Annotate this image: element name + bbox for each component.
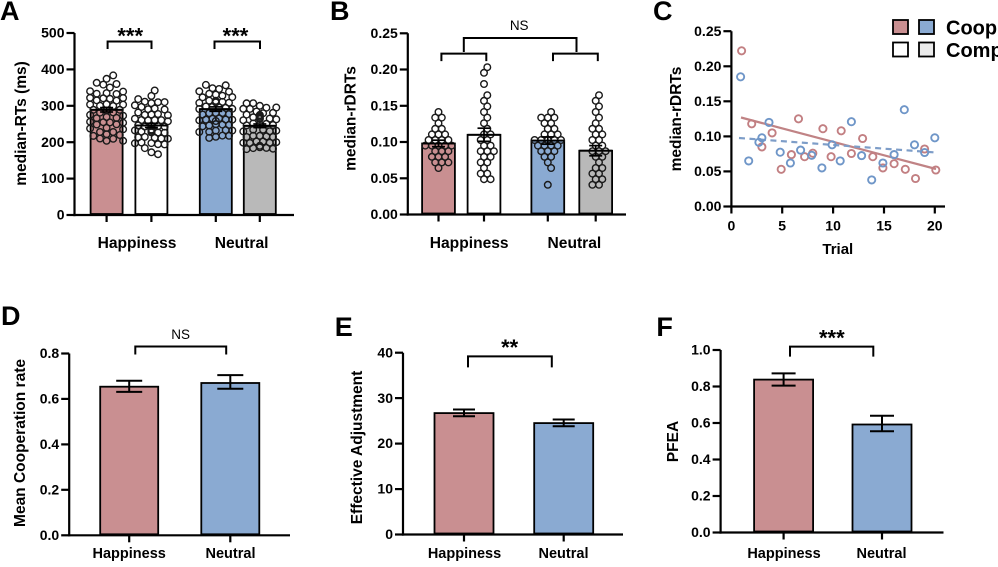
svg-text:Neutral: Neutral: [857, 546, 907, 562]
svg-text:A: A: [0, 0, 20, 26]
svg-text:Happiness: Happiness: [430, 235, 509, 252]
svg-text:0.6: 0.6: [691, 415, 711, 431]
svg-text:median-rDRTs: median-rDRTs: [668, 67, 685, 172]
svg-text:Neutral: Neutral: [539, 546, 589, 562]
svg-text:Trial: Trial: [822, 241, 853, 258]
svg-text:Happiness: Happiness: [747, 546, 820, 562]
svg-text:0.20: 0.20: [694, 58, 721, 74]
svg-text:0: 0: [57, 207, 65, 223]
svg-text:0.05: 0.05: [694, 163, 721, 179]
svg-text:***: ***: [117, 23, 143, 48]
svg-text:median-RTs (ms): median-RTs (ms): [13, 61, 30, 186]
svg-text:Coop: Coop: [946, 18, 997, 40]
svg-text:median-rDRTs: median-rDRTs: [343, 66, 360, 171]
svg-text:300: 300: [41, 97, 65, 113]
svg-text:F: F: [656, 312, 673, 342]
svg-text:Happiness: Happiness: [98, 235, 177, 252]
svg-text:10: 10: [377, 481, 393, 497]
svg-text:Happiness: Happiness: [428, 546, 501, 562]
svg-text:15: 15: [876, 218, 892, 234]
svg-text:0.00: 0.00: [371, 206, 398, 222]
svg-text:10: 10: [825, 218, 841, 234]
svg-text:NS: NS: [171, 327, 190, 342]
svg-text:B: B: [330, 0, 350, 26]
svg-text:0.00: 0.00: [694, 198, 721, 214]
svg-text:Happiness: Happiness: [93, 546, 166, 562]
svg-text:20: 20: [927, 218, 943, 234]
svg-text:0.8: 0.8: [691, 378, 711, 394]
svg-text:***: ***: [223, 23, 249, 48]
svg-text:Effective Adjustment: Effective Adjustment: [349, 371, 366, 525]
svg-text:0.2: 0.2: [691, 488, 711, 504]
svg-text:***: ***: [819, 326, 845, 351]
svg-text:0.05: 0.05: [371, 170, 398, 186]
svg-text:D: D: [1, 301, 21, 331]
svg-text:0.10: 0.10: [694, 128, 721, 144]
svg-text:Neutral: Neutral: [206, 546, 256, 562]
svg-text:0.15: 0.15: [371, 97, 398, 113]
svg-text:0.25: 0.25: [371, 25, 398, 41]
svg-text:0.2: 0.2: [40, 481, 60, 497]
svg-text:200: 200: [41, 134, 65, 150]
svg-text:20: 20: [377, 435, 393, 451]
svg-text:0.0: 0.0: [691, 524, 711, 540]
svg-text:30: 30: [377, 390, 393, 406]
svg-text:Neutral: Neutral: [548, 235, 602, 252]
svg-text:C: C: [653, 0, 673, 26]
svg-text:E: E: [335, 312, 353, 342]
svg-text:0.4: 0.4: [691, 451, 711, 467]
svg-text:0.6: 0.6: [40, 391, 60, 407]
svg-text:5: 5: [778, 218, 786, 234]
svg-text:0: 0: [385, 526, 393, 542]
svg-text:0.4: 0.4: [40, 436, 60, 452]
svg-text:Neutral: Neutral: [215, 235, 269, 252]
svg-text:Comp: Comp: [946, 40, 998, 62]
svg-text:0.10: 0.10: [371, 134, 398, 150]
svg-text:100: 100: [41, 170, 65, 186]
svg-text:0.25: 0.25: [694, 23, 721, 39]
svg-text:1.0: 1.0: [691, 342, 711, 358]
svg-text:PFEA: PFEA: [665, 421, 682, 462]
svg-text:0.15: 0.15: [694, 93, 721, 109]
svg-text:Mean Cooperation rate: Mean Cooperation rate: [12, 359, 29, 527]
svg-text:0.0: 0.0: [40, 527, 60, 543]
svg-text:400: 400: [41, 61, 65, 77]
svg-text:500: 500: [41, 25, 65, 41]
svg-text:40: 40: [377, 344, 393, 360]
svg-text:NS: NS: [510, 18, 529, 33]
svg-text:**: **: [501, 335, 519, 360]
svg-text:0.20: 0.20: [371, 61, 398, 77]
svg-text:0.8: 0.8: [40, 345, 60, 361]
svg-text:0: 0: [728, 218, 736, 234]
